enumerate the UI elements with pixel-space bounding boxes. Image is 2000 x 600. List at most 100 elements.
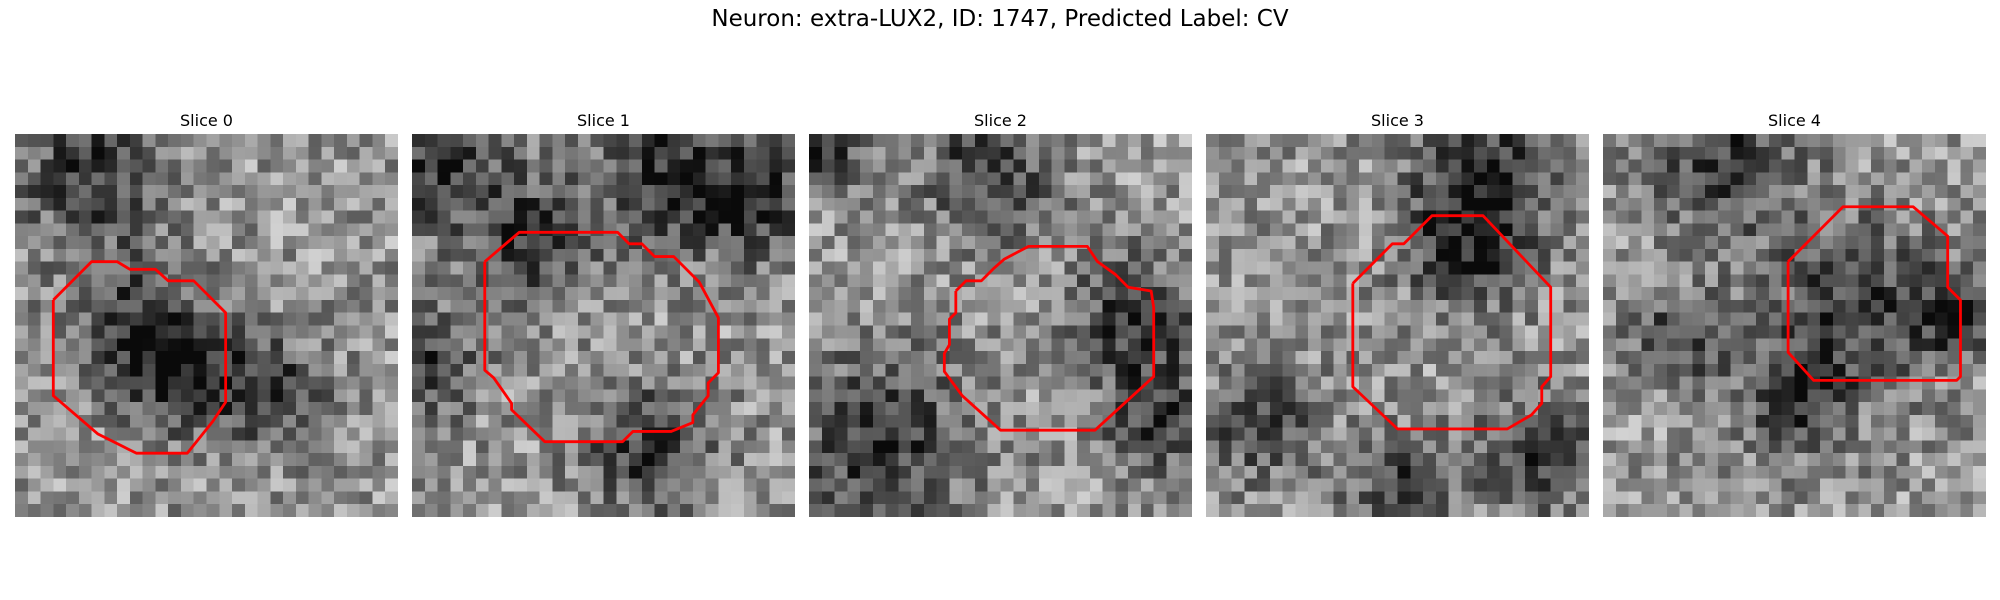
pixel xyxy=(1039,274,1052,287)
pixel xyxy=(1769,377,1782,390)
pixel xyxy=(911,377,924,390)
pixel xyxy=(1858,223,1871,236)
pixel xyxy=(360,236,373,249)
pixel xyxy=(1295,223,1308,236)
pixel xyxy=(962,300,975,313)
pixel xyxy=(1616,466,1629,479)
pixel xyxy=(1909,185,1922,198)
pixel xyxy=(782,364,795,377)
pixel xyxy=(1973,338,1986,351)
pixel xyxy=(1960,160,1973,173)
pixel xyxy=(1219,453,1232,466)
pixel xyxy=(1641,338,1654,351)
pixel xyxy=(53,147,66,160)
pixel xyxy=(321,223,334,236)
pixel xyxy=(540,236,553,249)
pixel xyxy=(706,274,719,287)
pixel xyxy=(642,389,655,402)
pixel xyxy=(245,160,258,173)
pixel xyxy=(1603,453,1616,466)
pixel xyxy=(731,377,744,390)
pixel xyxy=(1538,338,1551,351)
pixel xyxy=(1077,415,1090,428)
pixel xyxy=(1858,160,1871,173)
pixel xyxy=(1026,313,1039,326)
pixel xyxy=(1474,274,1487,287)
pixel xyxy=(911,389,924,402)
pixel xyxy=(1244,428,1257,441)
pixel xyxy=(886,134,899,147)
pixel xyxy=(296,377,309,390)
pixel xyxy=(385,223,398,236)
pixel xyxy=(438,313,451,326)
pixel xyxy=(1500,402,1513,415)
pixel xyxy=(385,440,398,453)
pixel xyxy=(53,377,66,390)
pixel xyxy=(1909,377,1922,390)
pixel xyxy=(1616,185,1629,198)
pixel xyxy=(41,313,54,326)
pixel xyxy=(1090,466,1103,479)
pixel xyxy=(847,338,860,351)
pixel xyxy=(1731,351,1744,364)
pixel xyxy=(1166,415,1179,428)
pixel xyxy=(130,415,143,428)
pixel xyxy=(1449,172,1462,185)
pixel xyxy=(66,287,79,300)
pixel xyxy=(1219,262,1232,275)
pixel xyxy=(309,364,322,377)
pixel xyxy=(15,479,28,492)
pixel xyxy=(1884,479,1897,492)
pixel xyxy=(1833,428,1846,441)
pixel xyxy=(898,466,911,479)
pixel xyxy=(15,185,28,198)
pixel xyxy=(655,338,668,351)
slice-image xyxy=(809,134,1192,517)
pixel xyxy=(937,479,950,492)
pixel xyxy=(232,402,245,415)
pixel xyxy=(937,287,950,300)
pixel xyxy=(1179,504,1192,517)
pixel xyxy=(1743,466,1756,479)
pixel xyxy=(873,377,886,390)
pixel xyxy=(155,313,168,326)
pixel xyxy=(347,504,360,517)
pixel xyxy=(309,172,322,185)
pixel xyxy=(1935,466,1948,479)
pixel xyxy=(1103,134,1116,147)
pixel xyxy=(667,338,680,351)
pixel xyxy=(1667,211,1680,224)
pixel xyxy=(1090,491,1103,504)
pixel xyxy=(425,326,438,339)
pixel xyxy=(1410,287,1423,300)
pixel xyxy=(1270,274,1283,287)
pixel xyxy=(1884,262,1897,275)
pixel xyxy=(1385,402,1398,415)
pixel xyxy=(1909,274,1922,287)
pixel xyxy=(1487,326,1500,339)
pixel xyxy=(629,402,642,415)
pixel xyxy=(769,402,782,415)
pixel xyxy=(1897,415,1910,428)
pixel xyxy=(92,364,105,377)
pixel xyxy=(1897,326,1910,339)
pixel xyxy=(463,172,476,185)
pixel xyxy=(937,185,950,198)
pixel xyxy=(1705,134,1718,147)
pixel xyxy=(270,172,283,185)
pixel xyxy=(1782,147,1795,160)
pixel xyxy=(886,160,899,173)
pixel xyxy=(1398,262,1411,275)
pixel xyxy=(1769,338,1782,351)
pixel xyxy=(540,249,553,262)
pixel xyxy=(873,428,886,441)
pixel xyxy=(104,172,117,185)
pixel xyxy=(41,300,54,313)
pixel xyxy=(1206,389,1219,402)
pixel xyxy=(680,287,693,300)
pixel xyxy=(245,389,258,402)
pixel xyxy=(1308,274,1321,287)
pixel xyxy=(130,147,143,160)
pixel xyxy=(655,223,668,236)
pixel xyxy=(604,364,617,377)
